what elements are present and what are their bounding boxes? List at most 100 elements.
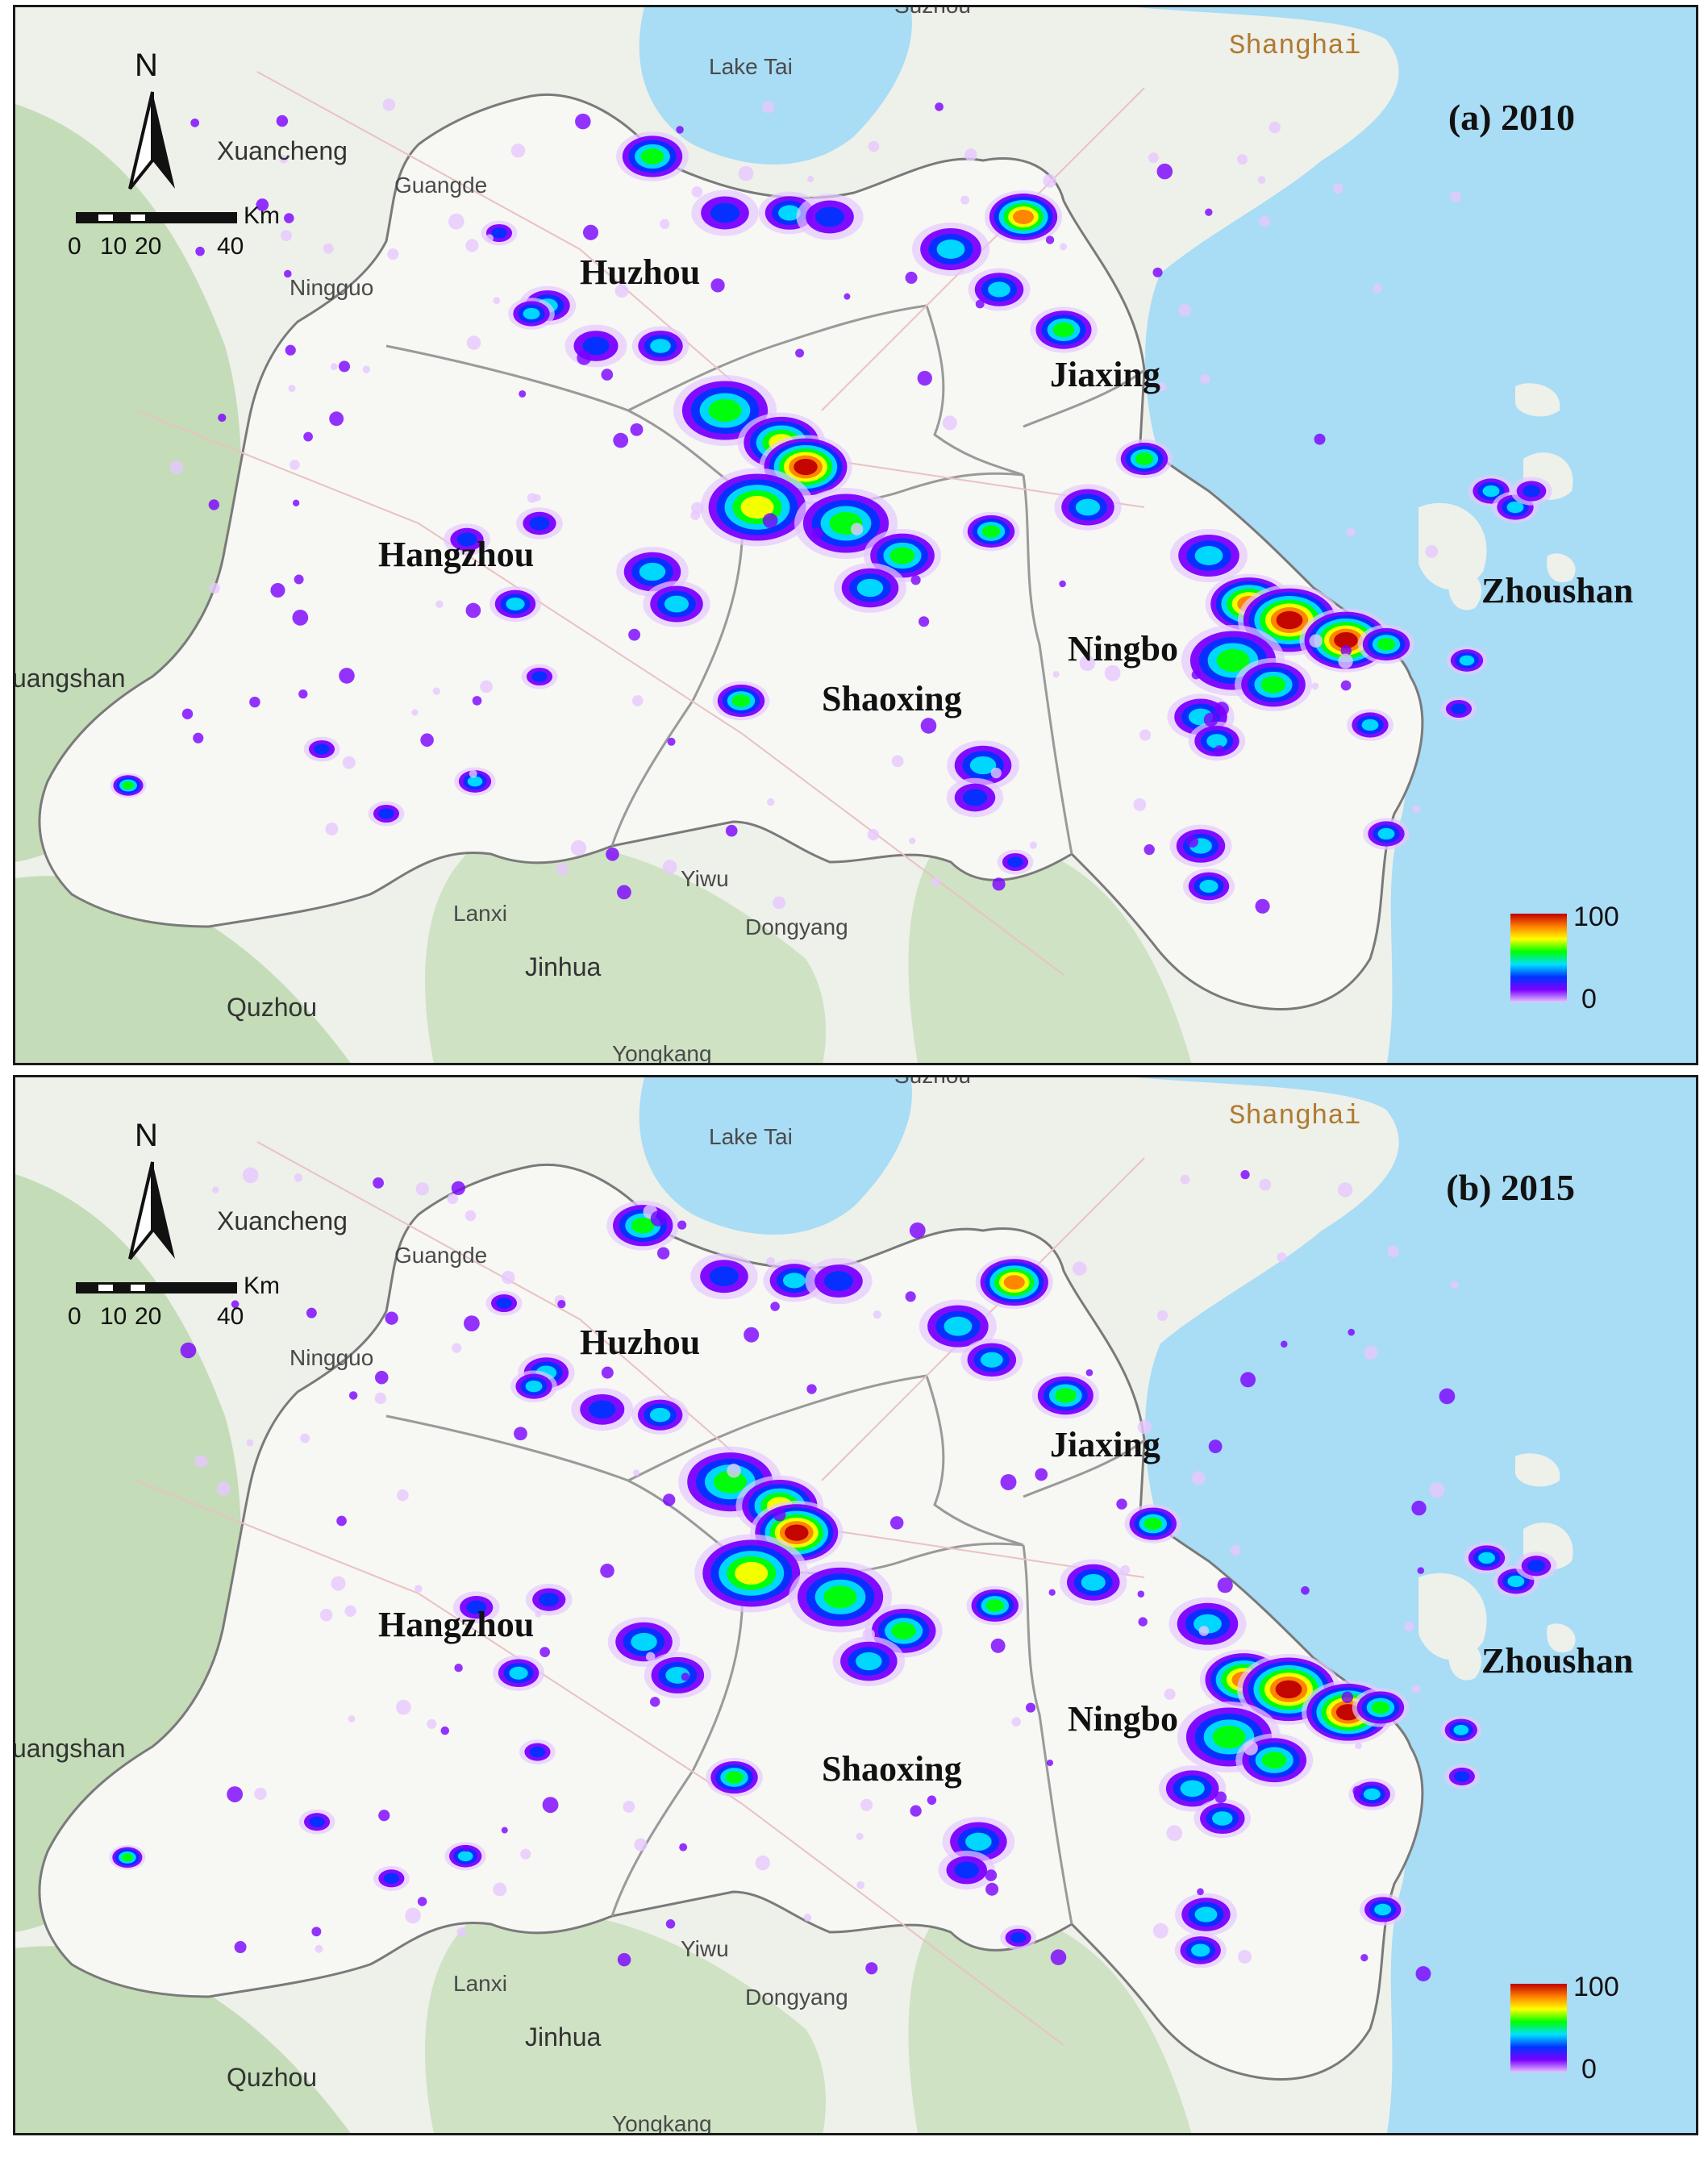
density-dot <box>284 213 294 223</box>
density-dot <box>294 1173 303 1182</box>
density-blob <box>491 227 507 239</box>
density-dot <box>1236 154 1248 165</box>
density-dot <box>1346 527 1356 537</box>
basemap-label-yiwu: Yiwu <box>681 1936 729 1961</box>
density-blob <box>856 578 884 598</box>
density-blob <box>1212 1811 1233 1826</box>
density-dot <box>631 695 644 706</box>
density-dot <box>466 335 481 350</box>
density-dot <box>465 602 481 619</box>
density-blob <box>1374 1903 1392 1916</box>
density-dot <box>860 1798 873 1811</box>
density-dot <box>1259 1178 1272 1191</box>
density-dot <box>288 385 296 393</box>
density-dot <box>387 248 399 260</box>
density-dot <box>1148 152 1159 164</box>
density-dot <box>1373 283 1382 294</box>
density-blob <box>944 1316 973 1336</box>
density-blob <box>456 532 477 547</box>
density-dot <box>227 1786 244 1802</box>
density-dot <box>535 1610 542 1618</box>
density-dot <box>329 411 344 427</box>
density-blob <box>1261 1752 1287 1769</box>
density-blob <box>1216 648 1250 673</box>
city-label-hangzhou: Hangzhou <box>378 535 535 574</box>
density-dot <box>1348 1328 1355 1336</box>
density-dot <box>1214 702 1229 717</box>
density-dot <box>180 1342 197 1359</box>
density-dot <box>464 1210 477 1222</box>
density-dot <box>209 582 220 594</box>
density-dot <box>773 896 786 910</box>
density-dot <box>249 696 260 708</box>
scale-tick: 20 <box>135 233 162 260</box>
density-dot <box>336 1515 347 1527</box>
density-dot <box>556 863 569 876</box>
density-blob <box>785 1524 809 1541</box>
density-blob <box>962 789 988 806</box>
density-dot <box>1011 1717 1021 1727</box>
density-blob <box>1275 1680 1302 1699</box>
density-dot <box>634 1838 648 1852</box>
density-dot <box>242 1167 259 1184</box>
city-label-huzhou: Huzhou <box>580 252 701 292</box>
density-dot <box>935 102 944 111</box>
density-dot <box>292 499 300 506</box>
density-dot <box>1152 267 1163 277</box>
density-dot <box>617 1952 631 1967</box>
scale-bar: Km 0 10 20 40 <box>60 202 302 260</box>
density-dot <box>873 1310 881 1319</box>
density-dot <box>1208 1439 1223 1454</box>
basemap-label-shanghai: Shanghai <box>1229 1102 1361 1132</box>
density-dot <box>761 100 775 114</box>
density-blob <box>823 1271 853 1291</box>
density-blob <box>1191 1943 1210 1957</box>
density-dot <box>256 198 269 211</box>
scale-tick: 20 <box>135 1303 162 1330</box>
density-blob <box>1194 546 1223 565</box>
density-dot <box>298 689 308 699</box>
density-dot <box>1230 1544 1241 1556</box>
density-blob <box>725 1771 744 1784</box>
density-dot <box>330 363 338 370</box>
density-dot <box>1240 1170 1250 1180</box>
density-dot <box>435 600 444 608</box>
density-dot <box>1186 835 1198 848</box>
density-dot <box>1217 1577 1233 1593</box>
density-dot <box>727 1464 741 1478</box>
density-dot <box>325 823 339 835</box>
density-blob <box>980 1352 1003 1368</box>
density-dot <box>315 1944 323 1953</box>
density-blob <box>1194 1906 1218 1922</box>
density-dot <box>218 413 227 423</box>
density-dot <box>1415 1966 1431 1982</box>
density-dot <box>628 628 641 641</box>
density-dot <box>917 370 932 386</box>
density-blob <box>1478 1552 1496 1564</box>
north-arrow-icon <box>128 1161 175 1260</box>
density-dot <box>1238 1950 1252 1964</box>
density-dot <box>378 1810 390 1822</box>
density-dot <box>1332 183 1343 194</box>
density-dot <box>1137 1590 1145 1598</box>
density-dot <box>452 1343 462 1353</box>
basemap-label-guangde: Guangde <box>394 1243 488 1268</box>
density-dot <box>1341 1691 1354 1704</box>
density-dot <box>942 415 957 431</box>
density-dot <box>1257 176 1266 184</box>
basemap-label-ningguo: Ningguo <box>290 275 374 300</box>
density-dot <box>510 144 526 158</box>
density-dot <box>456 1927 467 1937</box>
density-dot <box>331 1576 346 1591</box>
density-hotspots <box>109 1167 1557 1982</box>
density-dot <box>462 1844 470 1852</box>
density-dot <box>1450 1281 1459 1289</box>
scale-bar: Km 0 10 20 40 <box>60 1273 302 1330</box>
density-dot <box>382 98 396 111</box>
density-blob <box>506 598 525 610</box>
density-dot <box>1355 1742 1362 1750</box>
density-dot <box>448 213 464 230</box>
density-blob <box>314 744 330 755</box>
density-dot <box>1269 121 1281 134</box>
density-dot <box>665 1919 676 1929</box>
